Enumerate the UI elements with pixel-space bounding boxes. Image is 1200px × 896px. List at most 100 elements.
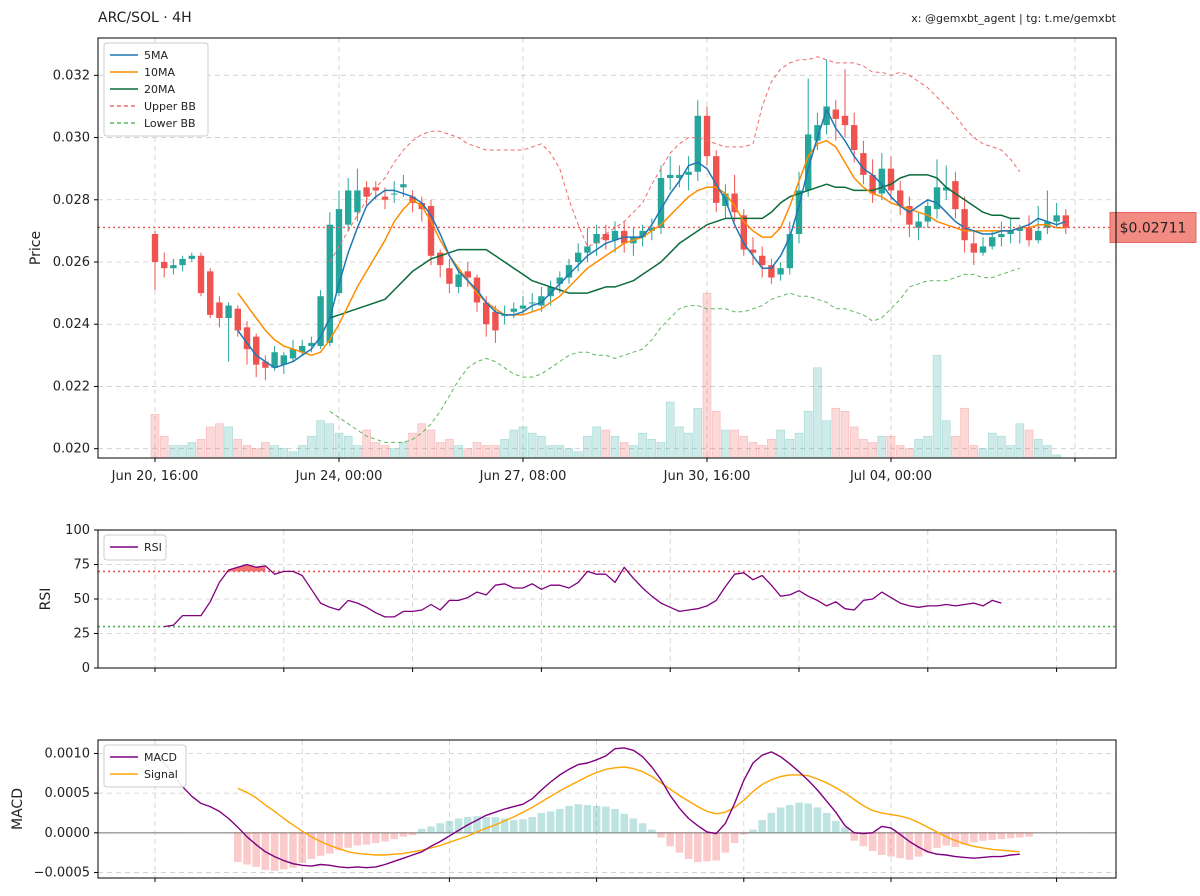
- candle-body: [823, 106, 830, 126]
- macd-histogram-bar: [767, 812, 776, 833]
- candle-body: [335, 209, 343, 294]
- macd-histogram-bar: [344, 832, 352, 848]
- rsi-ytick-label: 75: [73, 558, 90, 573]
- volume-bar: [491, 445, 500, 459]
- volume-bar: [546, 445, 555, 459]
- price-legend-label: 10MA: [144, 66, 175, 79]
- rsi-ytick-label: 50: [73, 592, 90, 607]
- volume-bar: [693, 407, 703, 459]
- macd-legend-label: Signal: [144, 768, 178, 781]
- candle-body: [519, 305, 527, 309]
- macd-histogram-bar: [482, 816, 490, 833]
- macd-histogram-bar: [905, 832, 914, 860]
- candle-body: [575, 252, 582, 262]
- macd-histogram-bar: [749, 829, 757, 833]
- volume-bar: [711, 411, 721, 459]
- candle-body: [814, 125, 821, 141]
- macd-histogram-bar: [878, 832, 886, 855]
- volume-bar: [316, 420, 325, 459]
- volume-bar: [583, 435, 592, 459]
- macd-histogram-bar: [243, 832, 251, 865]
- macd-histogram-bar: [298, 832, 306, 863]
- price-ylabel: Price: [28, 231, 44, 265]
- candle-body: [372, 187, 379, 191]
- macd-histogram-bar: [289, 832, 297, 868]
- rsi-ylabel: RSI: [38, 588, 54, 611]
- candle-body: [363, 187, 370, 197]
- candle-body: [1035, 230, 1042, 241]
- macd-histogram-bar: [436, 823, 444, 833]
- candle-body: [529, 302, 536, 304]
- candle-body: [657, 178, 665, 228]
- volume-bar: [334, 432, 344, 459]
- macd-histogram-bar: [914, 832, 923, 857]
- volume-bar: [1006, 445, 1015, 459]
- volume-bar: [610, 435, 620, 459]
- price-ytick-label: 0.024: [53, 317, 90, 332]
- candle-body: [354, 190, 361, 213]
- candle-body: [933, 187, 941, 210]
- macd-histogram-bar: [675, 832, 684, 853]
- candle-body: [1025, 227, 1033, 241]
- macd-histogram-bar: [252, 832, 260, 867]
- rsi-panel: 0 25 50 75 100 RSI RSI: [38, 523, 1117, 676]
- volume-bar: [399, 442, 408, 459]
- volume-bar: [426, 429, 436, 459]
- macd-histogram-bar: [362, 832, 371, 845]
- volume-bar: [684, 432, 693, 459]
- candle-body: [326, 224, 333, 343]
- volume-bar: [987, 432, 997, 459]
- candle-body: [565, 265, 573, 278]
- macd-histogram-bar: [592, 805, 601, 833]
- price-ytick-label: 0.026: [53, 255, 90, 270]
- macd-line: [154, 747, 1020, 869]
- macd-histogram-bar: [574, 804, 582, 833]
- volume-bar: [454, 445, 463, 459]
- volume-bar: [877, 435, 887, 459]
- price-xtick-label: Jul 04, 00:00: [849, 469, 932, 484]
- candle-body: [161, 262, 168, 269]
- macd-histogram-bar: [657, 832, 665, 838]
- price-legend-label: Upper BB: [144, 100, 196, 113]
- chart-title: ARC/SOL · 4H: [98, 10, 192, 26]
- price-xtick-label: Jun 24, 00:00: [295, 469, 383, 484]
- volume-bar: [417, 423, 427, 459]
- macd-histogram-bar: [970, 832, 978, 843]
- macd-histogram-bar: [841, 827, 849, 833]
- volume-bar: [767, 439, 776, 459]
- macd-histogram-bar: [712, 832, 720, 861]
- volume-bar: [702, 292, 712, 459]
- macd-histogram-bar: [427, 826, 435, 833]
- volume-bar: [270, 445, 279, 459]
- volume-bar: [251, 448, 261, 459]
- candle-body: [989, 237, 996, 247]
- macd-histogram-bar: [519, 819, 527, 833]
- candle-body: [381, 196, 389, 200]
- volume-bar: [472, 442, 482, 459]
- macd-histogram-bar: [694, 832, 702, 863]
- price-ytick-label: 0.022: [53, 379, 90, 394]
- volume-bar: [463, 448, 473, 459]
- macd-histogram-bar: [730, 832, 739, 844]
- macd-histogram-bar: [537, 812, 546, 833]
- candle-body: [676, 174, 683, 178]
- price-ytick-label: 0.028: [53, 193, 90, 208]
- candle-body: [593, 234, 600, 244]
- volume-bar: [665, 401, 675, 459]
- volume-bar: [380, 445, 390, 459]
- price-ytick-label: 0.030: [53, 131, 90, 146]
- macd-histogram-bar: [270, 832, 279, 871]
- candle-body: [492, 311, 499, 331]
- volume-bar: [757, 445, 767, 459]
- macd-histogram-bar: [353, 832, 362, 846]
- rsi-overbought-fill: [228, 564, 625, 572]
- ma10-line: [237, 139, 1066, 357]
- macd-histogram-bar: [813, 807, 822, 833]
- candle-body: [308, 342, 315, 346]
- volume-bar: [978, 448, 988, 459]
- volume-bar: [389, 448, 399, 459]
- volume-bar: [941, 420, 951, 459]
- macd-histogram-bar: [546, 811, 555, 833]
- macd-histogram-bar: [381, 832, 389, 842]
